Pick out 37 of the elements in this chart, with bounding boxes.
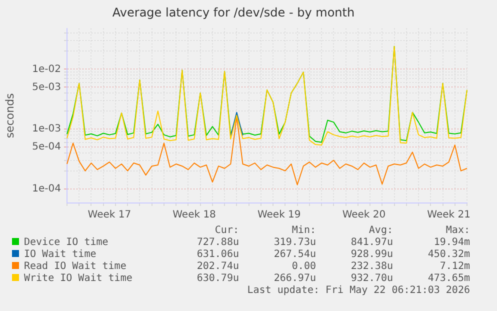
y-tick-label: 1e-02 [32,64,61,75]
x-tick-label: Week 19 [257,210,301,221]
text: Cur: [214,225,239,237]
text: 928.99u [350,249,393,261]
text: Avg: [368,225,393,237]
y-tick-label: 5e-04 [32,142,61,153]
text: 727.88u [196,237,239,249]
y-tick-label: 1e-03 [32,124,61,135]
x-tick-label: Week 18 [172,210,216,221]
text: 267.54u [272,249,316,261]
text: 232.38u [350,261,393,273]
x-tick-label: Week 21 [427,210,470,221]
text: 319.73u [272,237,316,249]
text: 630.79u [196,273,239,285]
text: 473.65m [426,273,470,285]
text: 7.12m [438,261,470,273]
text: 932.70u [350,273,393,285]
x-tick-label: Week 20 [342,210,386,221]
chart-title: Average latency for /dev/sde - by month [112,5,355,20]
text: 19.94m [432,237,470,249]
legend-label: Write IO Wait time [23,273,134,285]
text: Min: [290,225,316,237]
text: 202.74u [196,261,239,273]
y-tick-label: 1e-04 [32,183,61,194]
text: Last update: Fri May 22 06:21:03 2026 [246,285,470,297]
x-tick-label: Week 17 [88,210,132,221]
legend-label: IO Wait time [23,249,98,261]
legend-label: Device IO time [23,237,110,249]
y-tick-label: 5e-03 [32,82,61,93]
text: 841.97u [350,237,393,249]
legend-label: Read IO Wait time [23,261,128,273]
y-axis-title: seconds [3,92,16,138]
text: 450.32m [426,249,470,261]
text: 631.06u [196,249,239,261]
text: Max: [444,225,470,237]
text: 266.97u [272,273,316,285]
text: 0.00 [290,261,316,273]
